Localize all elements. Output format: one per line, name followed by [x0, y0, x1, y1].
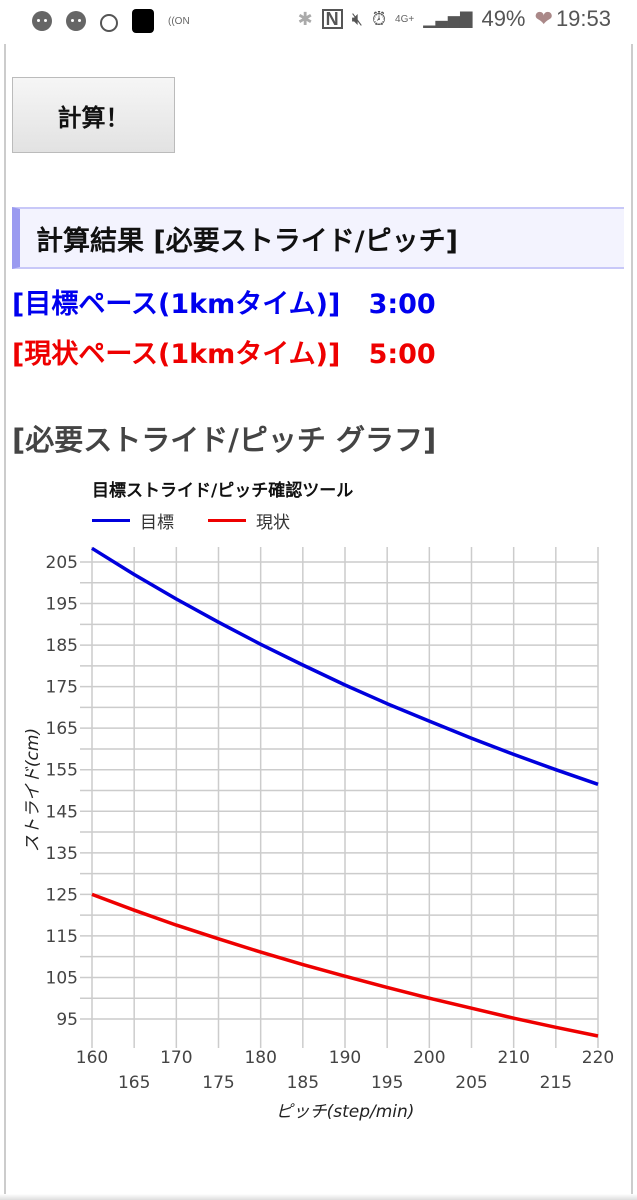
signal-icon: ▁▃▅▇: [423, 11, 473, 28]
chart-title: 目標ストライド/ピッチ確認ツール: [92, 481, 354, 501]
y-tick-label: 145: [46, 802, 78, 822]
y-tick-label: 205: [46, 553, 78, 573]
face-icon: [32, 11, 52, 31]
target-pace-label: [目標ペース(1kmタイム)]: [12, 289, 341, 320]
x-tick-label: 200: [413, 1048, 445, 1068]
x-axis-label: ピッチ(step/min): [276, 1102, 415, 1122]
graph-section-title: [必要ストライド/ピッチ グラフ]: [12, 423, 437, 457]
x-tick-label: 170: [160, 1048, 192, 1068]
bluetooth-icon: ✱: [297, 8, 313, 29]
x-tick-label: 215: [540, 1073, 572, 1093]
current-pace-label: [現状ペース(1kmタイム)]: [12, 339, 341, 370]
y-tick-label: 95: [56, 1010, 78, 1030]
frame-border-right: [631, 44, 633, 1194]
x-tick-label: 180: [244, 1048, 276, 1068]
y-tick-label: 115: [46, 927, 78, 947]
result-header: 計算結果 [必要ストライド/ピッチ]: [12, 207, 624, 269]
legend-item-target[interactable]: 目標: [92, 508, 174, 533]
frame-border-bottom: [0, 1194, 637, 1200]
mute-icon: 🔇︎: [351, 8, 363, 29]
target-pace: [目標ペース(1kmタイム)] 3:00: [12, 282, 436, 321]
x-axis-ticks: 160 170 180 190 200 210 220 165 175 185 195 205 215: [76, 1048, 614, 1093]
chart-legend: 目標 現状: [92, 508, 316, 533]
legend-label-target: 目標: [140, 513, 174, 533]
y-tick-label: 105: [46, 968, 78, 988]
x-tick-label: 195: [371, 1073, 403, 1093]
status-bar: ((ON ✱ N 🔇︎ ⏰︎ 4G+ ▁▃▅▇ 49% ❤ 19:53: [0, 0, 637, 44]
y-tick-label: 125: [46, 885, 78, 905]
y-axis-ticks: 205 195 185 175 165 155 145 135 125 115 105 95: [46, 553, 78, 1030]
black-square-icon: [132, 9, 154, 33]
legend-item-current[interactable]: 現状: [208, 508, 290, 533]
battery-percent: 49%: [481, 6, 526, 31]
current-pace-value: 5:00: [368, 339, 436, 370]
clock: 19:53: [555, 6, 611, 31]
legend-swatch-target: [92, 519, 130, 522]
y-tick-label: 185: [46, 636, 78, 656]
y-tick-label: 155: [46, 761, 78, 781]
alarm-icon: ⏰︎: [372, 8, 387, 29]
y-tick-label: 195: [46, 595, 78, 615]
x-tick-label: 160: [76, 1048, 108, 1068]
calculate-button[interactable]: 計算！: [12, 77, 175, 153]
frame-border-left: [4, 44, 6, 1194]
current-pace: [現状ペース(1kmタイム)] 5:00: [12, 332, 436, 371]
4g-icon: 4G+: [395, 13, 415, 25]
current-series-line: [91, 892, 599, 1038]
x-tick-label: 190: [329, 1048, 361, 1068]
target-pace-value: 3:00: [368, 289, 436, 320]
x-tick-label: 205: [455, 1073, 487, 1093]
heart-battery-icon: ❤: [534, 6, 553, 31]
x-tick-label: 175: [202, 1073, 234, 1093]
nfc-icon: N: [321, 9, 343, 29]
x-tick-label: 220: [582, 1048, 614, 1068]
face-icon: [66, 11, 86, 31]
chart-grid: [80, 547, 599, 1048]
legend-label-current: 現状: [256, 513, 290, 533]
y-tick-label: 135: [46, 844, 78, 864]
y-tick-label: 175: [46, 678, 78, 698]
x-tick-label: 165: [118, 1073, 150, 1093]
x-tick-label: 185: [287, 1073, 319, 1093]
chart-lines: [91, 546, 599, 1038]
result-header-title: 計算結果 [必要ストライド/ピッチ]: [36, 225, 458, 257]
target-series-line: [91, 546, 599, 786]
x-tick-label: 210: [497, 1048, 529, 1068]
y-axis-label: ストライド(cm): [23, 728, 43, 852]
y-tick-label: 165: [46, 719, 78, 739]
nfc-on-icon: ((ON: [168, 15, 190, 27]
legend-swatch-current: [208, 519, 246, 522]
ring-icon: [100, 14, 118, 32]
